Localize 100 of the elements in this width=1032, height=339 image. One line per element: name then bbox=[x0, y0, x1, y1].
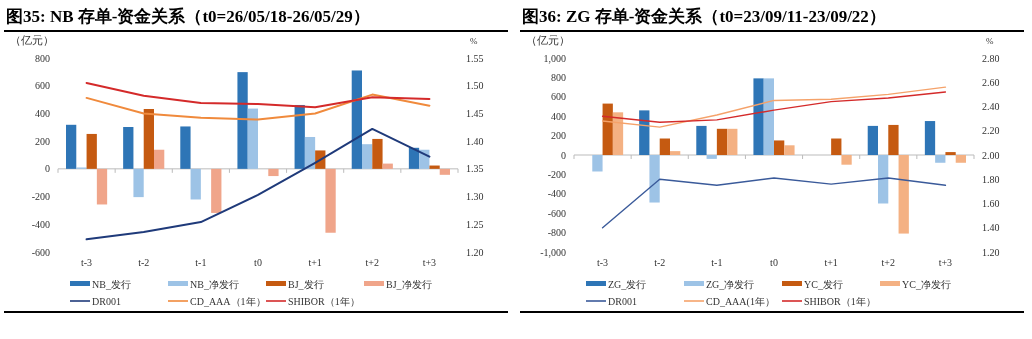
legend-label: DR001 bbox=[92, 296, 121, 307]
legend-label: CD_AAA(1年） bbox=[706, 296, 775, 308]
y-tick-label: 1,000 bbox=[543, 52, 566, 64]
bar bbox=[878, 155, 889, 204]
line-series bbox=[601, 177, 947, 229]
y-axis-title: （亿元） bbox=[526, 34, 570, 46]
y-tick-label: -200 bbox=[31, 191, 50, 203]
legend-label: YC_发行 bbox=[804, 279, 843, 290]
bar bbox=[935, 155, 946, 163]
bar bbox=[592, 155, 603, 172]
bar bbox=[429, 165, 440, 169]
x-tick-label: t+3 bbox=[938, 257, 953, 268]
x-tick-label: t+2 bbox=[365, 257, 379, 268]
bar bbox=[784, 145, 795, 155]
y2-tick-label: 1.35 bbox=[466, 163, 484, 175]
y2-tick-label: 2.80 bbox=[982, 52, 1000, 64]
x-tick-label: t0 bbox=[770, 257, 778, 268]
bar bbox=[143, 108, 154, 169]
x-tick-label: t+1 bbox=[308, 257, 322, 268]
legend-label: SHIBOR（1年） bbox=[288, 296, 360, 307]
legend-label: NB_发行 bbox=[92, 279, 131, 290]
y-tick-label: -600 bbox=[547, 207, 566, 219]
y-tick-label: -600 bbox=[31, 246, 50, 258]
y-tick-label: 400 bbox=[35, 107, 50, 119]
bar bbox=[670, 151, 681, 155]
bar bbox=[325, 168, 336, 233]
y-tick-label: 600 bbox=[551, 91, 566, 103]
bar bbox=[831, 138, 842, 155]
bar bbox=[639, 110, 650, 155]
legend-label: ZG_发行 bbox=[608, 279, 647, 290]
x-tick-label: t+1 bbox=[824, 257, 838, 268]
bar bbox=[351, 70, 362, 169]
bar bbox=[727, 128, 738, 155]
bar bbox=[154, 149, 165, 169]
bar bbox=[706, 155, 717, 159]
bar bbox=[211, 168, 222, 213]
y2-tick-label: 1.50 bbox=[466, 80, 484, 92]
y2-tick-label: 1.80 bbox=[982, 173, 1000, 185]
y-tick-label: 0 bbox=[561, 149, 566, 161]
bar bbox=[612, 112, 624, 155]
y2-tick-label: 2.60 bbox=[982, 76, 1000, 88]
bar bbox=[841, 155, 852, 165]
chart-title: 图36: ZG 存单-资金关系（t0=23/09/11-23/09/22） bbox=[522, 7, 886, 26]
x-tick-label: t-1 bbox=[195, 257, 207, 268]
x-tick-label: t-3 bbox=[597, 257, 609, 268]
y2-tick-label: 1.55 bbox=[466, 52, 484, 64]
bar bbox=[96, 168, 108, 205]
bar bbox=[180, 126, 191, 169]
bar bbox=[382, 163, 393, 169]
y-tick-label: 200 bbox=[551, 130, 566, 142]
bar bbox=[716, 128, 728, 155]
x-tick-label: t-2 bbox=[654, 257, 666, 268]
y-tick-label: 400 bbox=[551, 110, 566, 122]
legend-label: SHIBOR（1年） bbox=[804, 296, 876, 307]
bar bbox=[268, 168, 279, 177]
y2-tick-label: 1.40 bbox=[982, 222, 1000, 234]
y2-tick-label: 1.30 bbox=[466, 191, 484, 203]
bar bbox=[362, 144, 373, 169]
y2-tick-label: 2.40 bbox=[982, 101, 1000, 112]
bar bbox=[237, 72, 248, 169]
bar bbox=[888, 124, 899, 155]
chart-title: 图35: NB 存单-资金关系（t0=26/05/18-26/05/29） bbox=[6, 7, 370, 26]
bar bbox=[924, 121, 936, 155]
legend-label: DR001 bbox=[608, 296, 637, 307]
legend-label: CD_AAA（1年） bbox=[190, 296, 266, 307]
bar bbox=[955, 155, 966, 163]
legend-label: YC_净发行 bbox=[902, 279, 951, 290]
bar bbox=[659, 138, 670, 155]
bar bbox=[867, 125, 878, 155]
y2-tick-label: 1.20 bbox=[466, 246, 484, 258]
bar bbox=[774, 140, 785, 155]
y-tick-label: 800 bbox=[551, 71, 566, 83]
x-tick-label: t-3 bbox=[81, 257, 93, 268]
bar bbox=[86, 133, 97, 169]
y-tick-label: 0 bbox=[45, 163, 50, 175]
y2-tick-label: 1.60 bbox=[982, 198, 1000, 209]
bar bbox=[190, 168, 201, 200]
y2-tick-label: 1.20 bbox=[982, 246, 1000, 258]
y-tick-label: -800 bbox=[547, 227, 566, 239]
y-tick-label: 200 bbox=[35, 135, 50, 147]
bar bbox=[763, 78, 774, 155]
y-tick-label: -400 bbox=[547, 188, 566, 200]
bar bbox=[898, 155, 909, 234]
bar bbox=[66, 124, 77, 169]
legend-label: ZG_净发行 bbox=[706, 279, 755, 290]
bar bbox=[294, 104, 305, 169]
y-tick-label: -200 bbox=[547, 168, 566, 180]
x-tick-label: t-2 bbox=[138, 257, 150, 268]
bar bbox=[304, 136, 316, 169]
line-series bbox=[85, 93, 431, 121]
legend-label: BJ_净发行 bbox=[386, 279, 432, 290]
y2-tick-label: 2.20 bbox=[982, 125, 1000, 137]
x-tick-label: t-1 bbox=[711, 257, 723, 268]
bar bbox=[247, 108, 258, 169]
y2-axis-title: % bbox=[470, 36, 478, 46]
y-axis-title: （亿元） bbox=[10, 34, 54, 46]
y-tick-label: 600 bbox=[35, 80, 50, 92]
bar bbox=[945, 152, 956, 155]
y-tick-label: -1,000 bbox=[540, 246, 566, 258]
bar bbox=[602, 103, 613, 155]
